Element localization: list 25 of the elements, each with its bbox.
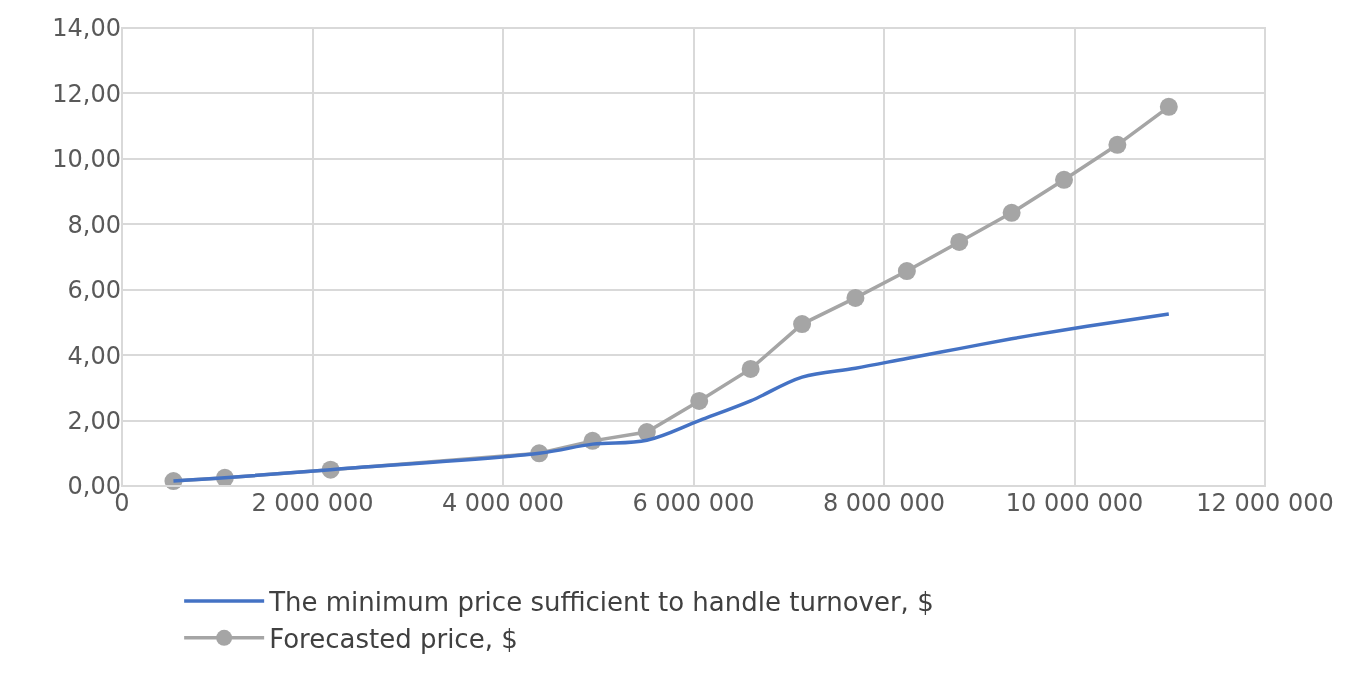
point [793,315,812,334]
y-tick-label: 12,00 [52,79,121,108]
x-tick-label: 4 000 000 [441,489,565,517]
y-tick-label: 6,00 [67,276,121,305]
x-tick-label: 8 000 000 [822,489,946,517]
legend-label: Forecasted price, $ [269,623,518,654]
point [1055,170,1074,189]
point [1159,97,1178,116]
point [846,288,865,307]
legend-label: The minimum price sufficient to handle turnover, $ [268,587,934,618]
point [741,359,760,378]
point [950,232,969,251]
point [690,391,709,410]
x-tick-label: 12 000 000 [1196,489,1334,517]
x-tick-label: 2 000 000 [251,489,374,517]
y-tick-label: 4,00 [67,341,121,370]
x-tick-label: 6 000 000 [632,489,755,517]
y-tick-label: 8,00 [67,210,121,239]
point [1108,135,1127,154]
x-tick-label: 10 000 000 [1005,489,1144,517]
point [897,262,916,281]
point [1002,203,1021,222]
y-tick-label: 2,00 [67,406,121,435]
y-tick-label: 14,00 [52,14,121,43]
y-tick-label: 10,00 [52,145,121,174]
